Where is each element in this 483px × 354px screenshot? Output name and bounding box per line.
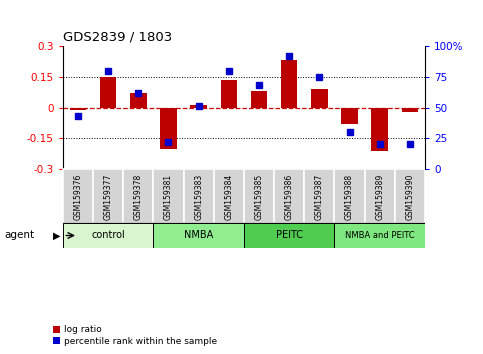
Bar bbox=[251, 91, 267, 108]
Text: GSM159385: GSM159385 bbox=[255, 173, 264, 219]
Bar bbox=[244, 223, 334, 248]
Bar bbox=[123, 169, 154, 223]
Bar bbox=[100, 77, 116, 108]
Bar bbox=[63, 169, 93, 223]
Text: GDS2839 / 1803: GDS2839 / 1803 bbox=[63, 30, 172, 44]
Text: GSM159389: GSM159389 bbox=[375, 173, 384, 219]
Text: PEITC: PEITC bbox=[276, 230, 303, 240]
Bar bbox=[160, 108, 177, 149]
Bar bbox=[371, 108, 388, 150]
Legend: log ratio, percentile rank within the sample: log ratio, percentile rank within the sa… bbox=[53, 325, 217, 346]
Text: GSM159388: GSM159388 bbox=[345, 173, 354, 219]
Bar bbox=[365, 169, 395, 223]
Bar bbox=[281, 61, 298, 108]
Text: GSM159390: GSM159390 bbox=[405, 173, 414, 220]
Text: GSM159384: GSM159384 bbox=[224, 173, 233, 219]
Text: NMBA and PEITC: NMBA and PEITC bbox=[345, 231, 414, 240]
Bar bbox=[70, 108, 86, 110]
Bar bbox=[334, 223, 425, 248]
Bar bbox=[184, 169, 213, 223]
Bar bbox=[274, 169, 304, 223]
Text: GSM159383: GSM159383 bbox=[194, 173, 203, 219]
Text: GSM159381: GSM159381 bbox=[164, 173, 173, 219]
Text: GSM159386: GSM159386 bbox=[284, 173, 294, 219]
Bar bbox=[304, 169, 334, 223]
Bar bbox=[244, 169, 274, 223]
Bar bbox=[93, 169, 123, 223]
Bar bbox=[154, 223, 244, 248]
Bar bbox=[130, 93, 146, 108]
Bar bbox=[63, 223, 154, 248]
Text: control: control bbox=[91, 230, 125, 240]
Bar bbox=[213, 169, 244, 223]
Bar bbox=[154, 169, 184, 223]
Bar bbox=[311, 89, 327, 108]
Text: GSM159376: GSM159376 bbox=[73, 173, 83, 220]
Bar bbox=[190, 105, 207, 108]
Text: NMBA: NMBA bbox=[184, 230, 213, 240]
Bar bbox=[402, 108, 418, 112]
Bar bbox=[341, 108, 358, 124]
Bar bbox=[221, 80, 237, 108]
Bar bbox=[334, 169, 365, 223]
Text: agent: agent bbox=[5, 230, 35, 240]
Bar bbox=[395, 169, 425, 223]
Text: GSM159377: GSM159377 bbox=[103, 173, 113, 220]
Text: ▶: ▶ bbox=[53, 230, 60, 240]
Text: GSM159378: GSM159378 bbox=[134, 173, 143, 219]
Text: GSM159387: GSM159387 bbox=[315, 173, 324, 219]
